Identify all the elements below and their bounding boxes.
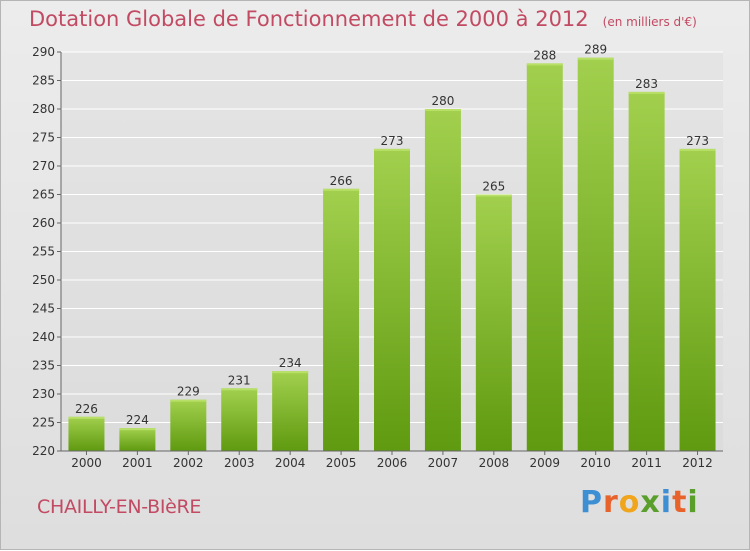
data-label-2007: 280 [431, 94, 454, 108]
bar-2005 [323, 188, 360, 452]
bar-2012 [679, 148, 716, 451]
data-label-2004: 234 [279, 356, 302, 370]
bar-top-edge-2007 [424, 109, 461, 111]
y-tick-label: 275 [32, 131, 55, 145]
x-tick-label-2008: 2008 [479, 456, 510, 470]
y-tick-label: 250 [32, 273, 55, 287]
proxiti-logo: Proxiti [580, 485, 699, 520]
y-tick-label: 230 [32, 387, 55, 401]
bar-2000 [68, 416, 105, 451]
bar-top-edge-2011 [628, 91, 665, 94]
bar-top-edge-2012 [679, 148, 716, 151]
chart-title: Dotation Globale de Fonctionnement de 20… [29, 7, 697, 31]
y-tick-label: 270 [32, 159, 55, 173]
bar-2001 [119, 428, 156, 451]
bar-2006 [374, 148, 410, 451]
bar-2011 [628, 91, 665, 452]
x-tick-label-2004: 2004 [275, 456, 306, 470]
x-tick-label-2006: 2006 [377, 456, 408, 470]
x-tick-label-2001: 2001 [122, 456, 153, 470]
chart-unit: (en milliers d'€) [602, 15, 697, 29]
x-tick-label-2000: 2000 [71, 456, 102, 470]
y-tick-label: 225 [32, 416, 55, 430]
bar-top-edge-2005 [323, 188, 360, 191]
y-tick-label: 265 [32, 188, 55, 202]
bar-top-edge-2008 [475, 194, 512, 197]
data-label-2009: 288 [533, 48, 556, 62]
x-tick-label-2003: 2003 [224, 456, 255, 470]
y-tick-label: 245 [32, 302, 55, 316]
y-tick-label: 290 [32, 45, 55, 59]
data-label-2010: 289 [584, 43, 607, 57]
x-tick-label-2005: 2005 [326, 456, 357, 470]
bar-top-edge-2010 [577, 57, 614, 60]
y-tick-label: 235 [32, 359, 55, 373]
data-label-2001: 224 [126, 413, 149, 427]
bar-top-edge-2006 [374, 148, 410, 151]
bar-top-edge-2009 [526, 63, 563, 66]
data-label-2000: 226 [75, 402, 98, 416]
bar-2008 [475, 194, 512, 451]
y-tick-label: 240 [32, 330, 55, 344]
data-label-2003: 231 [228, 373, 251, 387]
chart-title-text: Dotation Globale de Fonctionnement de 20… [29, 7, 589, 31]
bar-top-edge-2001 [119, 428, 156, 431]
data-label-2006: 273 [381, 134, 404, 148]
data-label-2012: 273 [686, 134, 709, 148]
y-tick-label: 255 [32, 245, 55, 259]
bar-top-edge-2002 [170, 399, 207, 402]
bar-2004 [272, 371, 309, 451]
x-tick-label-2002: 2002 [173, 456, 204, 470]
bar-2009 [526, 63, 563, 452]
bar-2002 [170, 399, 207, 451]
bar-2010 [577, 57, 614, 451]
data-label-2005: 266 [330, 174, 353, 188]
y-tick-label: 260 [32, 216, 55, 230]
y-tick-label: 280 [32, 102, 55, 116]
data-label-2011: 283 [635, 77, 658, 91]
commune-name: CHAILLY-EN-BIèRE [37, 496, 202, 518]
y-tick-label: 220 [32, 444, 55, 458]
bar-top-edge-2000 [68, 416, 105, 419]
x-tick-label-2007: 2007 [428, 456, 459, 470]
bar-2003 [221, 388, 258, 451]
data-label-2008: 265 [482, 180, 505, 194]
x-tick-label-2011: 2011 [631, 456, 662, 470]
y-tick-label: 285 [32, 74, 55, 88]
data-label-2002: 229 [177, 385, 200, 399]
x-tick-label-2010: 2010 [580, 456, 611, 470]
bar-2007 [424, 109, 461, 451]
bar-top-edge-2004 [272, 371, 309, 374]
bar-top-edge-2003 [221, 388, 258, 391]
x-tick-label-2012: 2012 [682, 456, 713, 470]
x-tick-label-2009: 2009 [529, 456, 560, 470]
